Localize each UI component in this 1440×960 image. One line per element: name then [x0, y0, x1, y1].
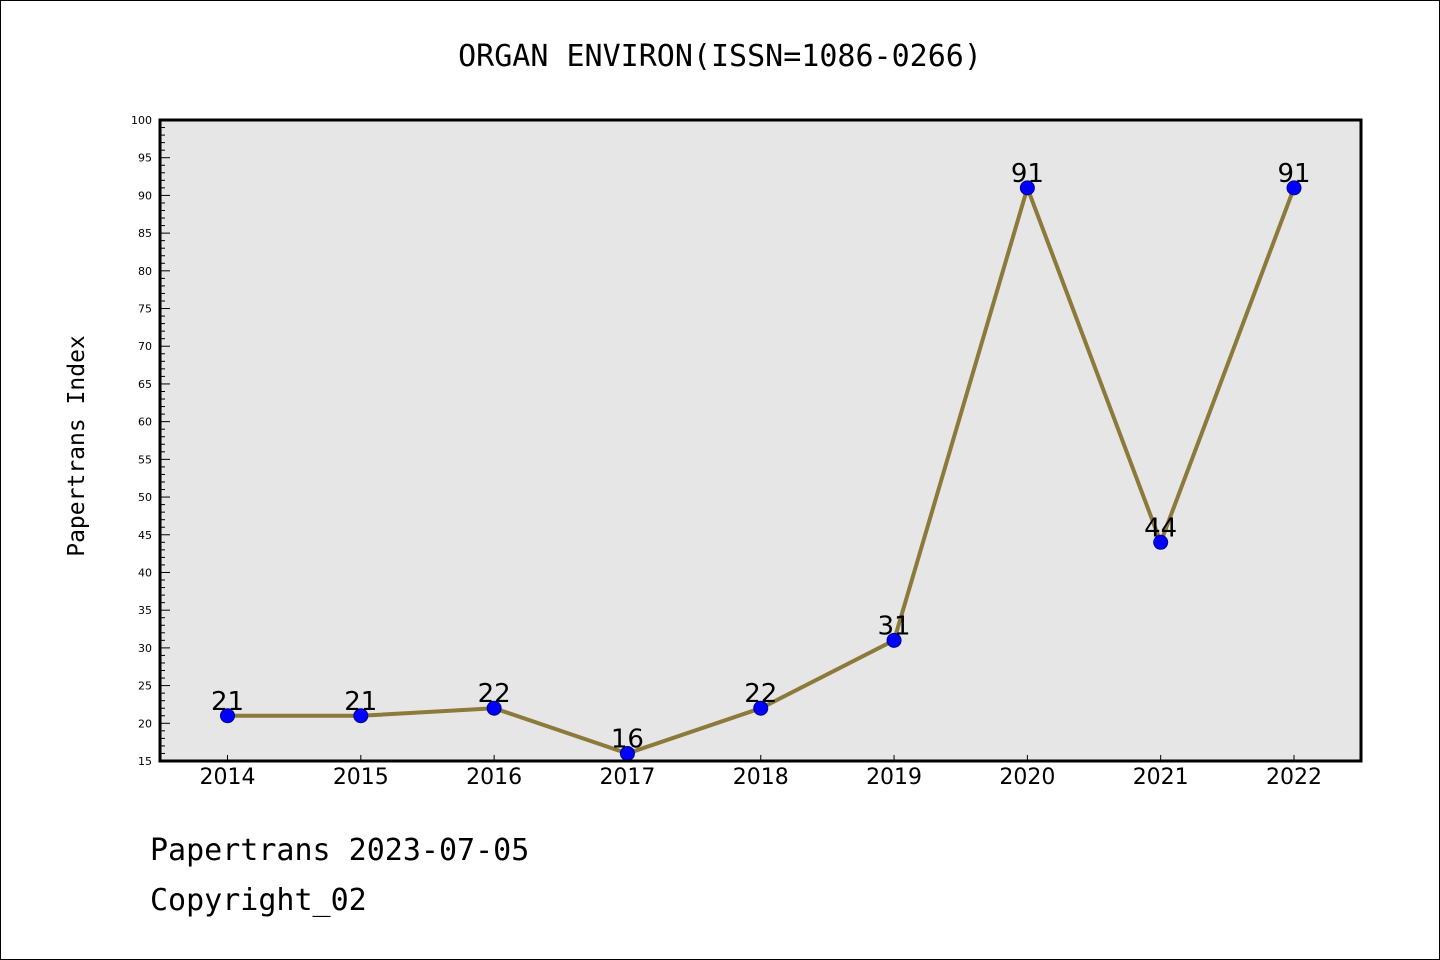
- data-label: 91: [1011, 159, 1044, 189]
- data-label: 44: [1144, 513, 1177, 543]
- y-tick-label: 90: [138, 189, 152, 202]
- x-tick-label: 2018: [733, 765, 789, 790]
- data-label: 22: [478, 679, 511, 709]
- y-axis-label: Papertrans Index: [64, 335, 90, 557]
- y-tick-label: 50: [138, 491, 152, 504]
- data-label: 22: [744, 679, 777, 709]
- y-tick-label: 35: [138, 604, 152, 617]
- y-tick-label: 100: [131, 114, 152, 127]
- y-tick-label: 65: [138, 378, 152, 391]
- x-tick-label: 2020: [999, 765, 1055, 790]
- x-tick-label: 2014: [200, 765, 256, 790]
- data-point: [486, 700, 502, 716]
- chart-title: ORGAN ENVIRON(ISSN=1086-0266): [458, 39, 982, 74]
- data-point: [886, 632, 902, 648]
- series-layer: [220, 180, 1302, 761]
- x-tick-label: 2016: [466, 765, 522, 790]
- data-point: [1286, 180, 1302, 196]
- y-tick-label: 45: [138, 529, 152, 542]
- data-label: 21: [211, 687, 244, 717]
- data-point: [753, 700, 769, 716]
- data-point: [1019, 180, 1035, 196]
- footer-date: Papertrans 2023-07-05: [150, 833, 530, 868]
- y-tick-label: 85: [138, 227, 152, 240]
- x-tick-label: 2022: [1266, 765, 1322, 790]
- y-tick-label: 25: [138, 680, 152, 693]
- y-tick-label: 75: [138, 303, 152, 316]
- y-tick-label: 95: [138, 152, 152, 165]
- y-tick-label: 15: [138, 755, 152, 768]
- x-tick-label: 2015: [333, 765, 389, 790]
- y-tick-label: 80: [138, 265, 152, 278]
- x-axis: 2014 2015 2016 2017 2018 2019 2020 2021 2022: [200, 755, 1322, 790]
- data-label: 16: [611, 724, 644, 754]
- data-label: 31: [878, 611, 911, 641]
- data-label: 21: [344, 687, 377, 717]
- data-label: 91: [1277, 159, 1310, 189]
- x-tick-label: 2019: [866, 765, 922, 790]
- x-tick-label: 2017: [599, 765, 655, 790]
- y-tick-label: 30: [138, 642, 152, 655]
- y-tick-label: 70: [138, 340, 152, 353]
- y-tick-label: 20: [138, 717, 152, 730]
- plot-border: [158, 118, 1363, 763]
- x-tick-label: 2021: [1133, 765, 1189, 790]
- footer-copyright: Copyright_02: [150, 883, 367, 918]
- data-point: [220, 708, 235, 724]
- data-labels: 21 21 22 16 22 31 91 44 91: [211, 159, 1311, 755]
- y-tick-label: 60: [138, 416, 152, 429]
- y-tick-label: 40: [138, 566, 152, 579]
- y-tick-label: 55: [138, 453, 152, 466]
- data-point: [353, 708, 369, 724]
- plot-area: [160, 120, 1361, 761]
- y-axis: 15 20 25 30 35 40 45 50 55 60 65 70 75 80 85 90 95 100: [131, 114, 170, 768]
- data-point: [1153, 534, 1169, 550]
